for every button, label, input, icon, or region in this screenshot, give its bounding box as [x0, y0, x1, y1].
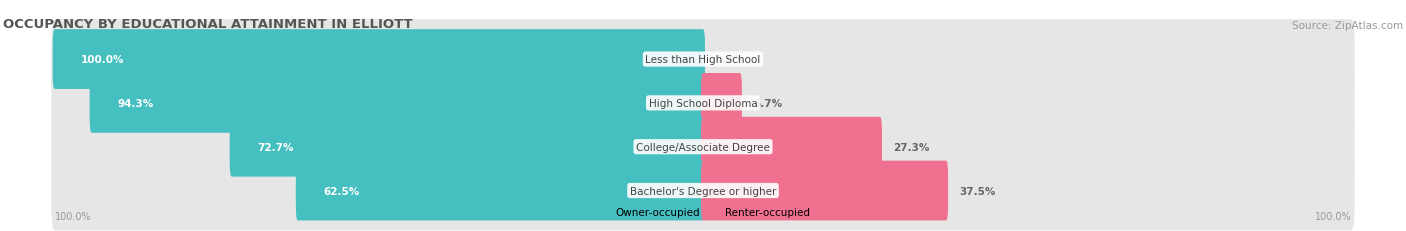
Text: 72.7%: 72.7% — [257, 142, 294, 152]
FancyBboxPatch shape — [52, 20, 1354, 100]
FancyBboxPatch shape — [295, 161, 704, 220]
Text: 100.0%: 100.0% — [1315, 212, 1351, 222]
FancyBboxPatch shape — [229, 117, 704, 177]
FancyBboxPatch shape — [52, 151, 1354, 230]
Legend: Owner-occupied, Renter-occupied: Owner-occupied, Renter-occupied — [596, 207, 810, 217]
Text: 0.0%: 0.0% — [716, 55, 745, 65]
Text: Less than High School: Less than High School — [645, 55, 761, 65]
Text: Source: ZipAtlas.com: Source: ZipAtlas.com — [1292, 21, 1403, 31]
Text: 5.7%: 5.7% — [754, 98, 782, 108]
Text: 37.5%: 37.5% — [959, 186, 995, 196]
FancyBboxPatch shape — [702, 161, 948, 220]
FancyBboxPatch shape — [52, 30, 704, 90]
Text: 94.3%: 94.3% — [118, 98, 153, 108]
Text: 100.0%: 100.0% — [80, 55, 124, 65]
Text: 62.5%: 62.5% — [323, 186, 360, 196]
Text: High School Diploma: High School Diploma — [648, 98, 758, 108]
Text: 100.0%: 100.0% — [55, 212, 91, 222]
FancyBboxPatch shape — [52, 64, 1354, 143]
FancyBboxPatch shape — [702, 74, 742, 133]
FancyBboxPatch shape — [702, 117, 882, 177]
Text: 27.3%: 27.3% — [893, 142, 929, 152]
FancyBboxPatch shape — [52, 107, 1354, 187]
Text: Bachelor's Degree or higher: Bachelor's Degree or higher — [630, 186, 776, 196]
Text: OCCUPANCY BY EDUCATIONAL ATTAINMENT IN ELLIOTT: OCCUPANCY BY EDUCATIONAL ATTAINMENT IN E… — [3, 18, 412, 31]
Text: College/Associate Degree: College/Associate Degree — [636, 142, 770, 152]
FancyBboxPatch shape — [90, 74, 704, 133]
